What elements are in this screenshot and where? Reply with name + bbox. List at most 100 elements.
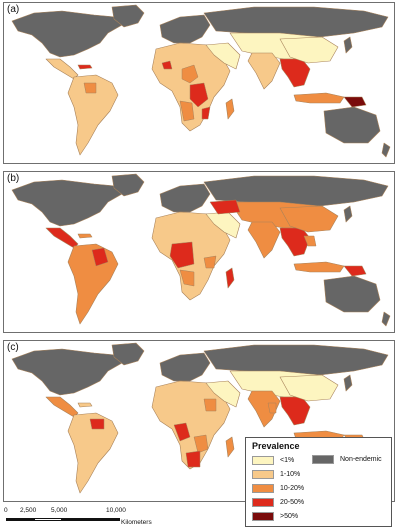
legend-item-non-endemic: Non-endemic bbox=[312, 455, 382, 464]
region-china bbox=[279, 374, 339, 402]
prevalence-hotspot bbox=[209, 199, 241, 215]
legend-swatch bbox=[252, 469, 274, 479]
region-greenland bbox=[111, 4, 145, 28]
region-south-america bbox=[67, 243, 119, 325]
legend-item-label: >50% bbox=[280, 512, 299, 520]
prevalence-hotspot bbox=[189, 82, 209, 108]
region-south-america bbox=[67, 74, 119, 156]
region-new-guinea bbox=[343, 96, 367, 108]
region-europe bbox=[159, 14, 211, 44]
region-russia-asia bbox=[203, 6, 389, 38]
region-europe bbox=[159, 352, 211, 382]
scale-segment bbox=[6, 518, 34, 521]
region-china bbox=[279, 36, 339, 64]
legend-item-label: 1-10% bbox=[280, 470, 301, 478]
scale-tick: 10,000 bbox=[106, 507, 126, 514]
region-madagascar bbox=[225, 98, 235, 120]
legend-title: Prevalence bbox=[252, 441, 300, 451]
prevalence-hotspot bbox=[161, 60, 173, 70]
region-madagascar bbox=[225, 267, 235, 289]
map-panel-a: (a) bbox=[3, 2, 395, 164]
legend-item-label: <1% bbox=[280, 456, 295, 464]
region-new-guinea bbox=[343, 265, 367, 277]
legend-swatch bbox=[252, 483, 274, 493]
legend-item-20-50: 20-50% bbox=[252, 497, 304, 507]
prevalence-hotspot bbox=[179, 100, 195, 122]
region-china bbox=[279, 205, 339, 233]
region-new-zealand bbox=[381, 311, 391, 327]
region-madagascar bbox=[225, 436, 235, 458]
prevalence-hotspot bbox=[89, 418, 105, 430]
panel-label-a: (a) bbox=[7, 4, 20, 15]
map-shapes-b bbox=[11, 173, 391, 327]
region-japan bbox=[343, 205, 353, 223]
legend-swatch bbox=[252, 455, 274, 465]
prevalence-hotspot bbox=[83, 82, 97, 94]
scale-tick: 5,000 bbox=[51, 507, 68, 514]
region-caribbean bbox=[77, 233, 93, 239]
region-japan bbox=[343, 36, 353, 54]
prevalence-hotspot bbox=[91, 247, 109, 267]
legend-item-10-20: 10-20% bbox=[252, 483, 304, 493]
region-russia-asia bbox=[203, 344, 389, 376]
prevalence-hotspot bbox=[203, 255, 217, 269]
region-north-america bbox=[11, 10, 123, 58]
region-north-america bbox=[11, 179, 123, 227]
prevalence-hotspot bbox=[267, 402, 277, 414]
map-shapes-a bbox=[11, 4, 391, 158]
prevalence-hotspot bbox=[193, 434, 209, 454]
world-map-b bbox=[11, 173, 391, 327]
prevalence-hotspot bbox=[181, 64, 199, 84]
prevalence-hotspot bbox=[179, 269, 195, 287]
region-middle-east bbox=[205, 380, 241, 408]
region-india bbox=[247, 390, 281, 428]
panel-label-c: (c) bbox=[7, 342, 19, 353]
region-central-america bbox=[45, 396, 79, 418]
region-japan bbox=[343, 374, 353, 392]
region-se-asia bbox=[279, 58, 311, 88]
region-middle-east bbox=[205, 42, 241, 70]
prevalence-hotspot bbox=[203, 398, 217, 412]
scale-segment bbox=[62, 518, 120, 521]
scale-bar: 0 2,500 5,000 10,000 Kilometers bbox=[4, 507, 194, 529]
legend-swatch bbox=[252, 497, 274, 507]
prevalence-hotspot bbox=[185, 450, 201, 468]
region-greenland bbox=[111, 342, 145, 366]
map-panel-b: (b) bbox=[3, 171, 395, 333]
region-indonesia bbox=[293, 92, 345, 104]
scale-unit: Kilometers bbox=[121, 519, 152, 526]
region-india bbox=[247, 221, 281, 259]
region-central-america bbox=[45, 58, 79, 80]
region-south-america bbox=[67, 412, 119, 494]
legend-swatch bbox=[252, 511, 274, 521]
region-caribbean bbox=[77, 402, 93, 408]
legend-item-lt1: <1% bbox=[252, 455, 294, 465]
legend-item-1-10: 1-10% bbox=[252, 469, 300, 479]
region-australia bbox=[323, 275, 381, 313]
legend-item-label: 10-20% bbox=[280, 484, 305, 492]
legend-item-label: 20-50% bbox=[280, 498, 305, 506]
map-legend: Prevalence <1% 1-10% 10-20% 20-50% >50% … bbox=[245, 437, 392, 527]
region-europe bbox=[159, 183, 211, 213]
region-greenland bbox=[111, 173, 145, 197]
region-central-america bbox=[45, 227, 79, 249]
world-map-a bbox=[11, 4, 391, 158]
prevalence-hotspot bbox=[201, 106, 211, 120]
scale-tick: 2,500 bbox=[20, 507, 37, 514]
region-russia-asia bbox=[203, 175, 389, 207]
prevalence-hotspot bbox=[303, 235, 317, 247]
region-se-asia bbox=[279, 396, 311, 426]
legend-swatch-non-endemic bbox=[312, 455, 334, 464]
region-india bbox=[247, 52, 281, 90]
panel-label-b: (b) bbox=[7, 173, 20, 184]
region-australia bbox=[323, 106, 381, 144]
region-new-zealand bbox=[381, 142, 391, 158]
region-caribbean bbox=[77, 64, 93, 70]
legend-item-gt50: >50% bbox=[252, 511, 298, 521]
region-north-america bbox=[11, 348, 123, 396]
legend-item-label: Non-endemic bbox=[340, 456, 382, 463]
scale-segment bbox=[34, 518, 62, 521]
prevalence-hotspot bbox=[169, 241, 195, 269]
prevalence-hotspot bbox=[173, 422, 191, 442]
region-indonesia bbox=[293, 261, 345, 273]
